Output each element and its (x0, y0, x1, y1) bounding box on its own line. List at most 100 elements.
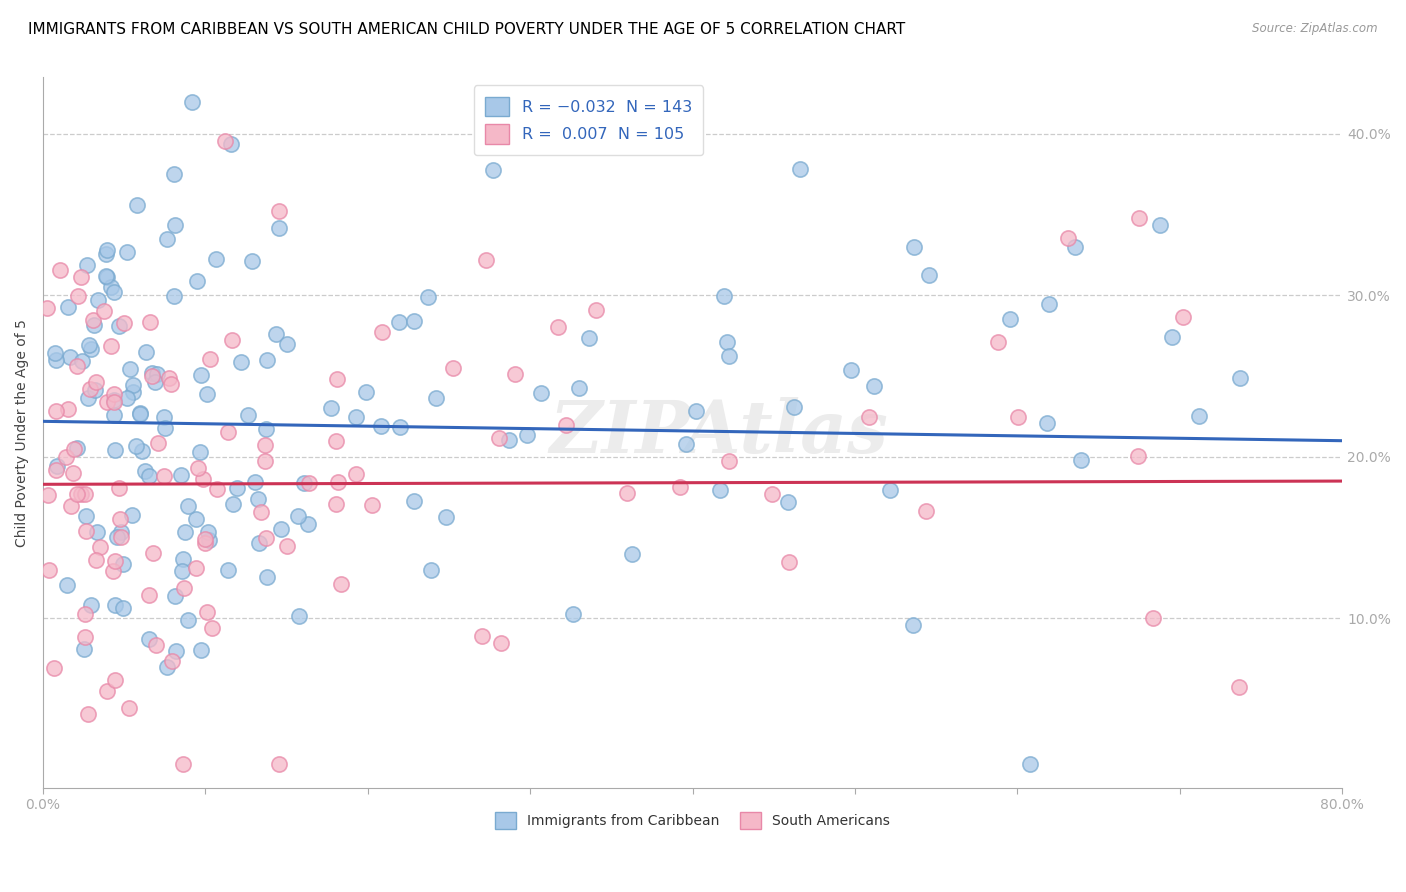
Point (70, 270, 93, 285)
Point (173, 581, 195, 595)
Point (416, 290, 439, 304)
Point (184, 560, 207, 574)
Point (75, 607, 97, 621)
Point (253, 454, 276, 468)
Point (297, 517, 319, 532)
Point (67, 289, 90, 303)
Point (187, 461, 209, 475)
Point (207, 482, 229, 496)
Point (344, 467, 367, 481)
Point (388, 420, 411, 434)
Point (1063, 240, 1085, 254)
Point (195, 605, 218, 619)
Point (554, 417, 576, 432)
Text: ZIPAtlas: ZIPAtlas (550, 397, 889, 468)
Point (197, 533, 219, 548)
Point (254, 531, 277, 545)
Point (578, 331, 600, 345)
Point (238, 408, 260, 422)
Point (73, 631, 96, 645)
Point (115, 244, 138, 259)
Point (1128, 450, 1150, 464)
Point (1000, 312, 1022, 326)
Point (45, 463, 67, 477)
Point (100, 339, 122, 353)
Point (45, 353, 67, 368)
Point (194, 535, 217, 549)
Point (75, 524, 97, 538)
Point (1229, 370, 1251, 384)
Point (59, 350, 82, 364)
Point (879, 483, 901, 498)
Point (783, 400, 806, 414)
Point (101, 565, 124, 579)
Point (191, 472, 214, 486)
Point (104, 599, 127, 613)
Point (66, 487, 89, 501)
Point (256, 353, 278, 368)
Point (165, 644, 187, 658)
Point (110, 530, 132, 544)
Point (709, 483, 731, 497)
Point (222, 497, 245, 511)
Point (561, 607, 583, 621)
Point (56, 578, 79, 592)
Point (160, 654, 183, 668)
Point (129, 406, 152, 420)
Point (246, 491, 269, 506)
Point (197, 387, 219, 401)
Point (254, 437, 277, 451)
Point (112, 600, 135, 615)
Point (839, 363, 862, 377)
Point (269, 203, 291, 218)
Point (156, 232, 179, 246)
Point (1035, 416, 1057, 430)
Point (863, 379, 886, 393)
Point (89, 540, 111, 554)
Point (96, 395, 118, 409)
Point (360, 498, 382, 512)
Point (288, 608, 311, 623)
Point (142, 546, 165, 560)
Point (298, 475, 321, 490)
Point (903, 239, 925, 253)
Point (143, 375, 166, 389)
Point (1128, 211, 1150, 225)
Point (915, 504, 938, 518)
Point (761, 487, 783, 501)
Point (669, 480, 692, 494)
Point (37, 488, 59, 502)
Point (505, 368, 527, 382)
Point (134, 464, 156, 478)
Point (530, 385, 553, 400)
Point (66, 359, 89, 374)
Point (319, 401, 342, 416)
Point (547, 320, 569, 334)
Point (176, 500, 198, 514)
Point (103, 285, 125, 300)
Point (471, 629, 494, 643)
Point (103, 395, 125, 409)
Point (214, 134, 236, 148)
Point (1038, 297, 1060, 311)
Point (157, 371, 180, 385)
Point (198, 351, 221, 366)
Point (498, 433, 520, 447)
Point (55, 450, 77, 464)
Point (76, 258, 98, 272)
Point (35, 301, 58, 316)
Point (108, 512, 131, 526)
Point (86, 524, 108, 539)
Point (141, 366, 163, 380)
Point (56, 402, 79, 417)
Point (111, 558, 134, 572)
Point (44, 345, 66, 359)
Point (1149, 218, 1171, 232)
Point (325, 497, 347, 511)
Point (276, 336, 298, 351)
Point (221, 137, 243, 152)
Point (1007, 410, 1029, 425)
Point (82, 313, 104, 327)
Point (66, 441, 89, 455)
Point (217, 425, 239, 439)
